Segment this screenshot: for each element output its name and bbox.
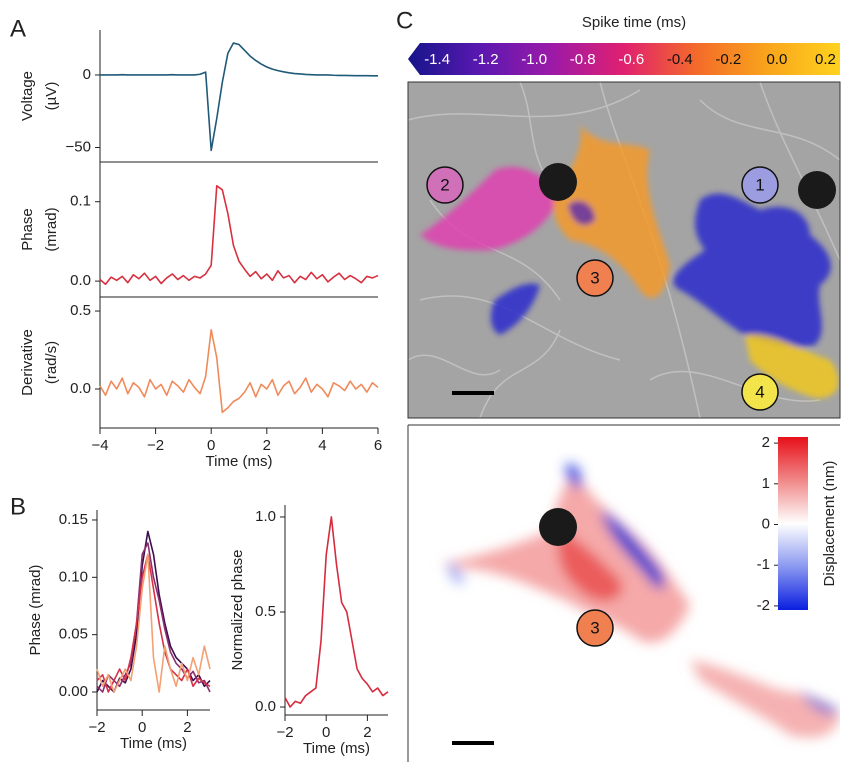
colorbar-title: Displacement (nm)	[821, 461, 838, 587]
y-tick-label: 0.1	[70, 193, 91, 210]
x-tick-label: 2	[363, 724, 371, 741]
colorbar-tick-label: -2	[757, 597, 770, 614]
y-tick-label: 0.0	[70, 380, 91, 397]
colorbar-tick-label: 0	[762, 515, 770, 532]
y-tick-label: 0.5	[255, 603, 276, 620]
cell-label: 4	[755, 382, 764, 401]
trace	[96, 530, 211, 693]
x-tick-label: −4	[91, 437, 108, 454]
y-axis-label: (µV)	[43, 82, 60, 111]
x-tick-label: 0	[207, 437, 215, 454]
colorbar-tick-label: -1.2	[473, 51, 499, 68]
electrode	[798, 171, 836, 209]
x-axis-label: Time (ms)	[206, 453, 273, 470]
x-tick-label: −2	[276, 724, 293, 741]
trace	[99, 328, 379, 414]
y-tick-label: 0.15	[59, 511, 88, 528]
colorbar-tick-label: -0.4	[667, 51, 693, 68]
electrode	[539, 163, 577, 201]
y-axis-label: Voltage	[19, 71, 36, 121]
colorbar-tick-label: -0.8	[570, 51, 596, 68]
cell-marker	[426, 166, 464, 204]
cell-marker	[741, 373, 779, 411]
colorbar-tick-label: 2	[762, 434, 770, 451]
cell-label: 3	[590, 618, 599, 637]
trace	[96, 553, 211, 693]
trace	[99, 185, 379, 286]
y-tick-label: 0	[83, 66, 91, 83]
x-axis-label: Time (ms)	[120, 735, 187, 752]
colorbar	[778, 437, 808, 610]
y-tick-label: 0.00	[59, 683, 88, 700]
y-tick-label: −50	[66, 138, 91, 155]
trace	[284, 516, 389, 708]
y-tick-label: 0.10	[59, 568, 88, 585]
y-axis-label: Derivative	[19, 329, 36, 396]
x-tick-label: −2	[147, 437, 164, 454]
y-axis-label: Phase (mrad)	[27, 565, 44, 656]
x-tick-label: 2	[183, 719, 191, 736]
y-axis-label: Phase	[19, 208, 36, 251]
cell-label: 1	[755, 175, 764, 194]
image-displacement	[408, 425, 840, 760]
y-tick-label: 0.5	[70, 302, 91, 319]
x-tick-label: 6	[374, 437, 382, 454]
electrode	[539, 508, 577, 546]
x-tick-label: 0	[322, 724, 330, 741]
image-overlay	[408, 82, 840, 418]
x-tick-label: 4	[318, 437, 326, 454]
x-tick-label: 2	[263, 437, 271, 454]
panel-letter: B	[10, 493, 26, 520]
cell-marker	[576, 259, 614, 297]
colorbar-tick-label: -1.4	[424, 51, 450, 68]
y-tick-label: 0.05	[59, 626, 88, 643]
y-tick-label: 0.0	[70, 272, 91, 289]
trace	[96, 553, 211, 693]
trace	[100, 42, 378, 152]
colorbar-tick-label: 0.0	[766, 51, 787, 68]
cell-marker	[576, 609, 614, 647]
colorbar-tick-label: -0.6	[618, 51, 644, 68]
cell-marker	[741, 166, 779, 204]
y-tick-label: 0.0	[255, 698, 276, 715]
x-tick-label: −2	[88, 719, 105, 736]
y-axis-label: (mrad)	[43, 207, 60, 251]
x-tick-label: 0	[138, 719, 146, 736]
x-axis-label: Time (ms)	[303, 740, 370, 757]
panel-letter: A	[10, 15, 26, 42]
colorbar	[408, 43, 840, 75]
colorbar-tick-label: -1.0	[521, 51, 547, 68]
cell-label: 2	[440, 175, 449, 194]
colorbar-tick-label: 0.2	[815, 51, 836, 68]
panel-letter: C	[396, 7, 413, 34]
colorbar-title: Spike time (ms)	[582, 14, 686, 31]
colorbar-tick-label: -0.2	[715, 51, 741, 68]
y-tick-label: 1.0	[255, 508, 276, 525]
y-axis-label: Normalized phase	[229, 550, 246, 671]
trace	[96, 542, 211, 693]
cell-label: 3	[590, 268, 599, 287]
y-axis-label: (rad/s)	[43, 341, 60, 384]
colorbar-tick-label: -1	[757, 556, 770, 573]
colorbar-tick-label: 1	[762, 475, 770, 492]
